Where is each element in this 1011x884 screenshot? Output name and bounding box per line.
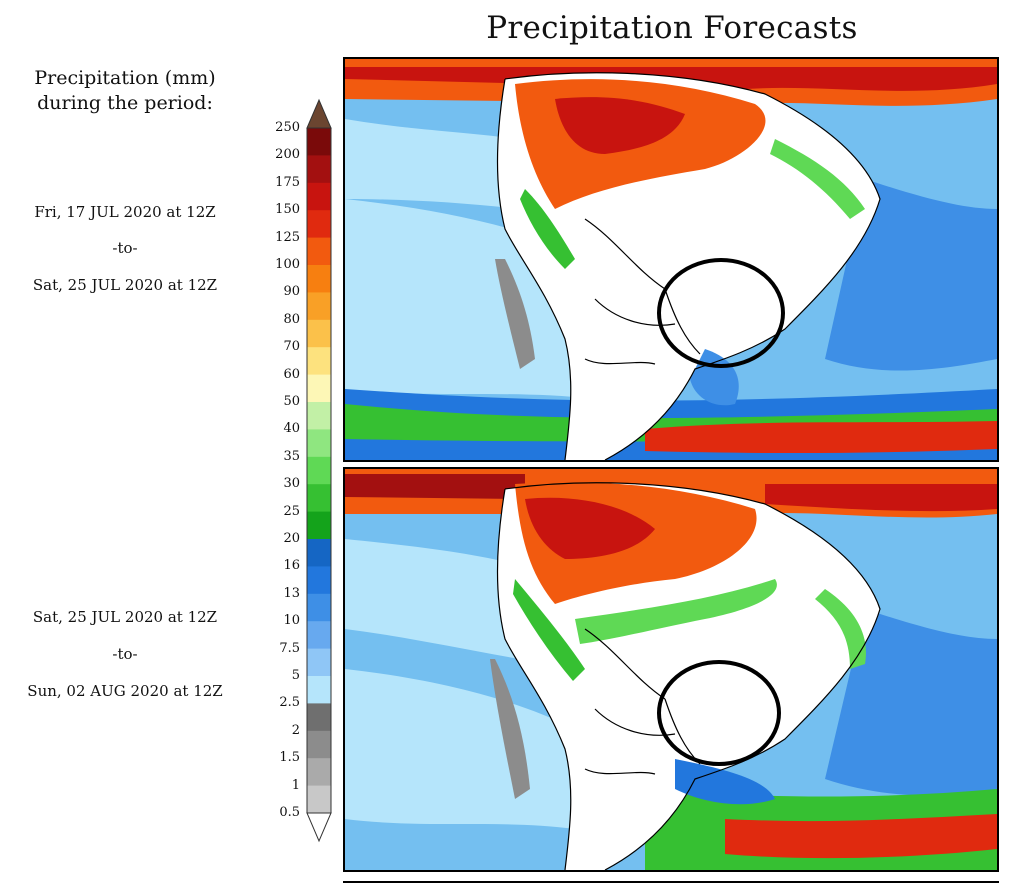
colorbar-tick-label: 250 xyxy=(275,120,300,135)
period-2-start: Sat, 25 JUL 2020 at 12Z xyxy=(32,608,218,626)
legend-title-line2: during the period: xyxy=(37,92,213,114)
colorbar-tick-label: 70 xyxy=(283,339,300,355)
colorbar-tick-label: 0.5 xyxy=(279,805,300,820)
colorbar-cell xyxy=(307,758,331,787)
colorbar-cell xyxy=(307,621,331,650)
colorbar-cell xyxy=(307,539,331,567)
colorbar-cap-top xyxy=(306,98,332,129)
colorbar-tick-label: 100 xyxy=(275,257,300,272)
colorbar-cell xyxy=(307,593,331,622)
map-bottom-rule xyxy=(343,881,999,883)
colorbar-cell xyxy=(307,210,331,239)
legend-title-line1: Precipitation (mm) xyxy=(34,67,216,89)
colorbar-cell xyxy=(307,566,331,595)
forecast-map-period-2 xyxy=(343,467,999,872)
colorbar-cell xyxy=(307,429,331,458)
colorbar-cell xyxy=(307,456,331,485)
legend-title: Precipitation (mm) during the period: xyxy=(0,66,250,116)
colorbar-tick-label: 80 xyxy=(283,311,300,327)
period-2-separator: -to- xyxy=(112,645,138,663)
colorbar-tick-label: 30 xyxy=(283,476,300,492)
colorbar-tick-label: 13 xyxy=(283,585,300,601)
period-1-end: Sat, 25 JUL 2020 at 12Z xyxy=(32,276,218,294)
colorbar-cell xyxy=(307,237,331,266)
colorbar-tick-label: 60 xyxy=(283,366,300,382)
colorbar-tick-label: 2.5 xyxy=(279,695,300,711)
colorbar-tick-label: 35 xyxy=(283,448,300,464)
colorbar-cell xyxy=(307,347,331,376)
colorbar-tick-label: 50 xyxy=(283,394,300,409)
colorbar-tick-label: 16 xyxy=(283,558,300,574)
colorbar-cell xyxy=(307,374,331,403)
colorbar-cell xyxy=(307,511,331,540)
colorbar-cell xyxy=(307,155,331,184)
colorbar-tick-label: 175 xyxy=(275,174,300,190)
colorbar-cap-bottom xyxy=(306,812,332,843)
colorbar-tick-label: 20 xyxy=(283,531,300,546)
colorbar-cell xyxy=(307,484,331,513)
precipitation-colorbar xyxy=(306,98,332,843)
colorbar-tick-label: 1 xyxy=(291,777,300,793)
page-title: Precipitation Forecasts xyxy=(486,10,858,46)
colorbar-cell xyxy=(307,676,331,704)
colorbar-tick-label: 5 xyxy=(291,668,300,683)
colorbar-cell xyxy=(307,785,331,814)
period-2-end: Sun, 02 AUG 2020 at 12Z xyxy=(27,682,223,700)
colorbar-outline xyxy=(306,127,332,814)
colorbar-tick-label: 2 xyxy=(291,722,300,738)
colorbar-tick-label: 40 xyxy=(283,421,300,437)
colorbar-cell xyxy=(307,292,331,321)
colorbar-tick-label: 25 xyxy=(283,503,300,519)
colorbar-tick-label: 10 xyxy=(283,613,300,629)
colorbar-cell xyxy=(307,730,331,759)
colorbar-tick-label: 90 xyxy=(283,284,300,300)
colorbar-cell xyxy=(307,265,331,293)
colorbar-tick-label: 200 xyxy=(275,147,300,163)
forecast-map-period-1 xyxy=(343,57,999,462)
colorbar-tick-label: 7.5 xyxy=(279,640,300,656)
period-1-start: Fri, 17 JUL 2020 at 12Z xyxy=(34,203,216,221)
colorbar-cell xyxy=(307,182,331,211)
colorbar-tick-label: 1.5 xyxy=(279,750,300,766)
colorbar-cell xyxy=(307,402,331,430)
colorbar-cell xyxy=(307,703,331,732)
colorbar-cell xyxy=(307,319,331,348)
colorbar-tick-label: 150 xyxy=(275,202,300,218)
colorbar-tick-label: 125 xyxy=(275,229,300,245)
colorbar-cell xyxy=(307,128,331,156)
period-1-separator: -to- xyxy=(112,239,138,257)
colorbar-cell xyxy=(307,648,331,677)
